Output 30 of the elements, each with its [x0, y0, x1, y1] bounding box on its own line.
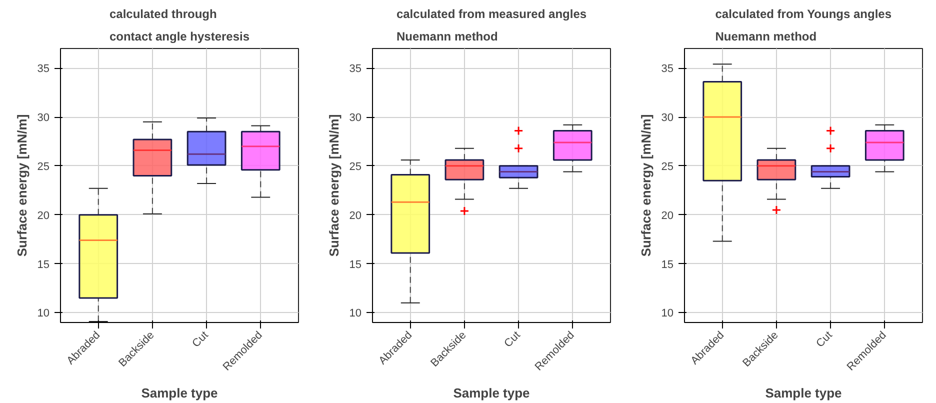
- y-tick-label: 30: [349, 112, 362, 124]
- y-tick-label: 20: [661, 210, 674, 222]
- y-tick-label: 35: [349, 63, 362, 76]
- y-tick-label: 15: [661, 258, 674, 271]
- chart-title: calculated through contact angle hysteresis: [109, 7, 250, 44]
- x-tick-label: Cut: [814, 329, 835, 350]
- x-tick-label: Cut: [190, 329, 211, 350]
- y-tick-label: 30: [37, 112, 50, 124]
- y-tick-label: 15: [349, 258, 362, 271]
- y-tick-label: 35: [37, 63, 50, 76]
- y-axis-title: Surface energy [mN/m]: [14, 114, 30, 257]
- y-axis-title: Surface energy [mN/m]: [326, 114, 342, 257]
- x-tick-label: Cut: [502, 329, 523, 350]
- y-axis-title: Surface energy [mN/m]: [638, 114, 654, 257]
- x-axis-title: Sample type: [453, 385, 530, 400]
- y-tick-label: 10: [661, 308, 674, 320]
- y-tick-label: 25: [37, 160, 50, 173]
- y-tick-label: 20: [37, 210, 50, 222]
- x-axis-title: Sample type: [141, 385, 218, 400]
- chart-title: calculated from Youngs angles Nuemann method: [715, 7, 892, 44]
- y-tick-label: 10: [349, 308, 362, 320]
- y-tick-label: 20: [349, 210, 362, 222]
- chart-title: calculated from measured angles Nuemann method: [396, 7, 587, 44]
- y-tick-label: 30: [661, 112, 674, 124]
- y-tick-label: 25: [349, 160, 362, 173]
- y-tick-label: 35: [661, 63, 674, 76]
- y-tick-label: 25: [661, 160, 674, 173]
- y-tick-label: 10: [37, 308, 50, 320]
- y-tick-label: 15: [37, 258, 50, 271]
- x-axis-title: Sample type: [765, 385, 842, 400]
